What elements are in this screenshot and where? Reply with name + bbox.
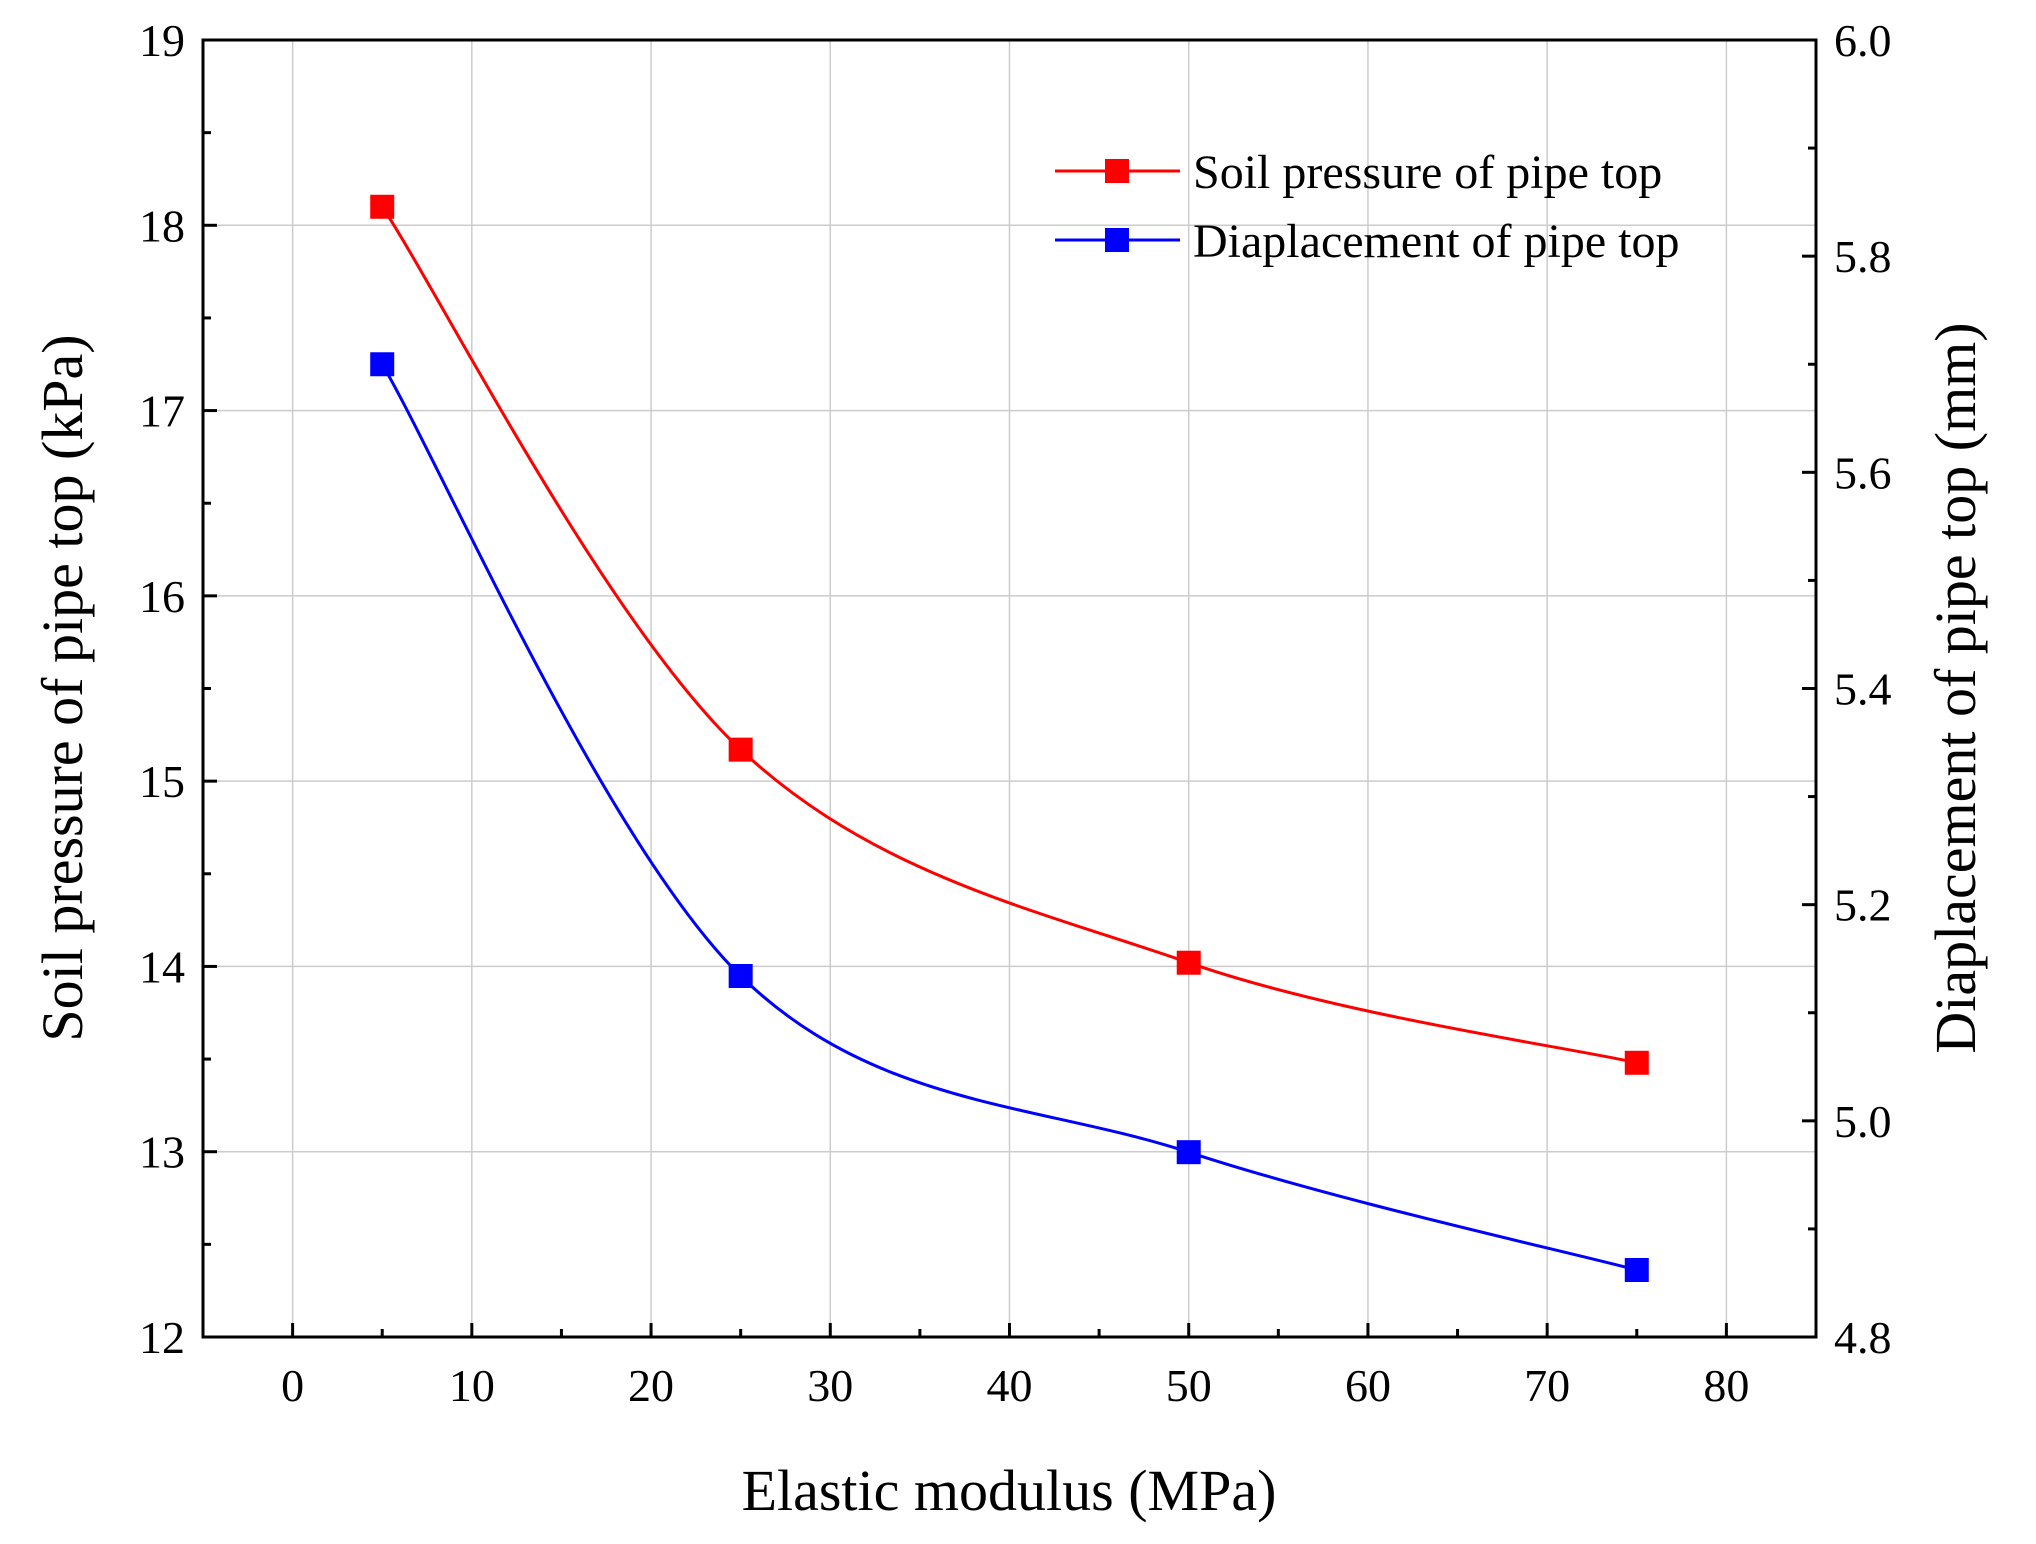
y-tick-label: 16	[139, 571, 185, 622]
legend-label-displacement: Diaplacement of pipe top	[1193, 215, 1680, 268]
legend-label-soil-pressure: Soil pressure of pipe top	[1193, 146, 1662, 199]
legend-marker-displacement	[1105, 228, 1129, 252]
legend-marker-soil-pressure	[1105, 159, 1129, 183]
series-layer	[370, 194, 1649, 1282]
y-tick-label: 13	[139, 1127, 185, 1178]
y-tick-label: 15	[139, 756, 185, 807]
series-soil-pressure	[370, 194, 1649, 1075]
data-point	[370, 194, 395, 219]
x-axis-title: Elastic modulus (MPa)	[742, 1458, 1277, 1523]
x-tick-label: 60	[1345, 1360, 1391, 1411]
y2-tick-label: 5.0	[1834, 1096, 1892, 1147]
legend-item-displacement: Diaplacement of pipe top	[1055, 215, 1680, 268]
x-tick-label: 40	[987, 1360, 1033, 1411]
series-displacement	[370, 352, 1649, 1282]
y2-tick-label: 4.8	[1834, 1312, 1892, 1363]
series-line	[380, 205, 1638, 1065]
data-point	[370, 352, 395, 377]
y-tick-label: 17	[139, 386, 185, 437]
y2-tick-label: 5.4	[1834, 664, 1892, 715]
y-tick-label: 14	[139, 941, 185, 992]
legend: Soil pressure of pipe top Diaplacement o…	[1055, 146, 1680, 268]
legend-item-soil-pressure: Soil pressure of pipe top	[1055, 146, 1662, 199]
ticks: 0 10 20 30 40 50 60 70 80 12 13 14 15 16 17 18 19 4.8 5.0 5…	[139, 15, 1892, 1411]
data-point	[728, 737, 753, 762]
y2-tick-label: 5.6	[1834, 447, 1892, 498]
data-point	[728, 964, 753, 989]
y2-tick-label: 5.8	[1834, 231, 1892, 282]
grid	[203, 40, 1816, 1337]
data-point	[1176, 1140, 1201, 1165]
x-tick-label: 10	[449, 1360, 495, 1411]
y-tick-label: 12	[139, 1312, 185, 1363]
x-tick-label: 0	[281, 1360, 304, 1411]
y2-axis-title: Diaplacement of pipe top (mm)	[1923, 322, 1988, 1053]
x-tick-label: 50	[1166, 1360, 1212, 1411]
y2-tick-label: 6.0	[1834, 15, 1892, 66]
x-tick-label: 70	[1524, 1360, 1570, 1411]
x-tick-label: 80	[1703, 1360, 1749, 1411]
y-tick-label: 19	[139, 15, 185, 66]
x-tick-label: 20	[628, 1360, 674, 1411]
y-tick-label: 18	[139, 200, 185, 251]
data-point	[1624, 1257, 1649, 1282]
series-line	[380, 363, 1638, 1272]
y2-tick-label: 5.2	[1834, 880, 1892, 931]
data-point	[1176, 950, 1201, 975]
y-axis-title: Soil pressure of pipe top (kPa)	[30, 334, 95, 1041]
x-tick-label: 30	[807, 1360, 853, 1411]
data-point	[1624, 1050, 1649, 1075]
